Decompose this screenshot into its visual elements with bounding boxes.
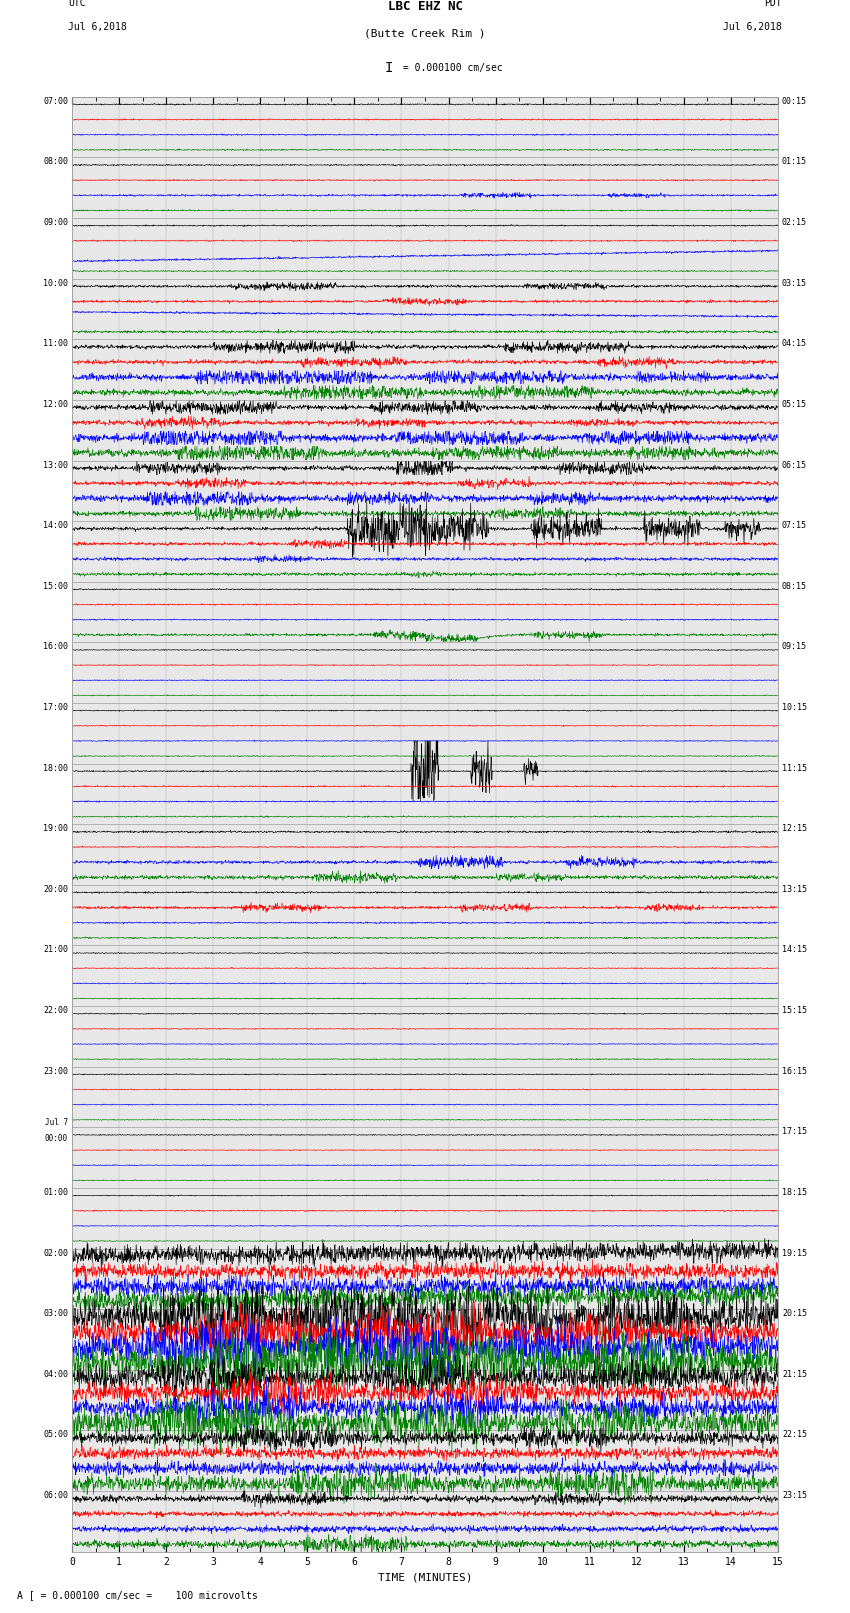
Text: 16:00: 16:00 (43, 642, 68, 652)
Text: 22:15: 22:15 (782, 1431, 807, 1439)
Text: 14:15: 14:15 (782, 945, 807, 955)
Text: 07:15: 07:15 (782, 521, 807, 531)
Text: 19:00: 19:00 (43, 824, 68, 834)
Text: PDT: PDT (764, 0, 782, 8)
Text: 01:00: 01:00 (43, 1187, 68, 1197)
Text: A [ = 0.000100 cm/sec =    100 microvolts: A [ = 0.000100 cm/sec = 100 microvolts (17, 1590, 258, 1600)
Text: 19:15: 19:15 (782, 1248, 807, 1258)
Text: 13:15: 13:15 (782, 886, 807, 894)
Text: 05:00: 05:00 (43, 1431, 68, 1439)
Text: 22:00: 22:00 (43, 1007, 68, 1015)
Text: 07:00: 07:00 (43, 97, 68, 106)
Text: 02:15: 02:15 (782, 218, 807, 227)
Text: 14:00: 14:00 (43, 521, 68, 531)
Text: (Butte Creek Rim ): (Butte Creek Rim ) (365, 29, 485, 39)
Text: 21:00: 21:00 (43, 945, 68, 955)
Text: 15:15: 15:15 (782, 1007, 807, 1015)
Text: 15:00: 15:00 (43, 582, 68, 590)
Text: 08:00: 08:00 (43, 158, 68, 166)
Text: 00:15: 00:15 (782, 97, 807, 106)
Text: 03:15: 03:15 (782, 279, 807, 287)
Text: 12:15: 12:15 (782, 824, 807, 834)
Text: 04:00: 04:00 (43, 1369, 68, 1379)
Text: 00:00: 00:00 (45, 1134, 68, 1142)
Text: = 0.000100 cm/sec: = 0.000100 cm/sec (397, 63, 502, 73)
Text: 11:15: 11:15 (782, 763, 807, 773)
Text: 09:00: 09:00 (43, 218, 68, 227)
Text: 17:15: 17:15 (782, 1127, 807, 1136)
Text: 05:15: 05:15 (782, 400, 807, 408)
Text: 04:15: 04:15 (782, 339, 807, 348)
Text: 06:00: 06:00 (43, 1490, 68, 1500)
X-axis label: TIME (MINUTES): TIME (MINUTES) (377, 1573, 473, 1582)
Text: 02:00: 02:00 (43, 1248, 68, 1258)
Text: 08:15: 08:15 (782, 582, 807, 590)
Text: 13:00: 13:00 (43, 461, 68, 469)
Text: I: I (384, 61, 393, 74)
Text: Jul 6,2018: Jul 6,2018 (68, 23, 127, 32)
Text: 20:00: 20:00 (43, 886, 68, 894)
Text: 10:15: 10:15 (782, 703, 807, 711)
Text: LBC EHZ NC: LBC EHZ NC (388, 0, 462, 13)
Text: Jul 6,2018: Jul 6,2018 (723, 23, 782, 32)
Text: 23:00: 23:00 (43, 1066, 68, 1076)
Text: 18:15: 18:15 (782, 1187, 807, 1197)
Text: UTC: UTC (68, 0, 86, 8)
Text: 06:15: 06:15 (782, 461, 807, 469)
Text: 11:00: 11:00 (43, 339, 68, 348)
Text: 01:15: 01:15 (782, 158, 807, 166)
Text: 17:00: 17:00 (43, 703, 68, 711)
Text: 12:00: 12:00 (43, 400, 68, 408)
Text: 03:00: 03:00 (43, 1310, 68, 1318)
Text: Jul 7: Jul 7 (45, 1118, 68, 1127)
Text: 21:15: 21:15 (782, 1369, 807, 1379)
Text: 16:15: 16:15 (782, 1066, 807, 1076)
Text: 23:15: 23:15 (782, 1490, 807, 1500)
Text: 09:15: 09:15 (782, 642, 807, 652)
Text: 20:15: 20:15 (782, 1310, 807, 1318)
Text: 10:00: 10:00 (43, 279, 68, 287)
Text: 18:00: 18:00 (43, 763, 68, 773)
